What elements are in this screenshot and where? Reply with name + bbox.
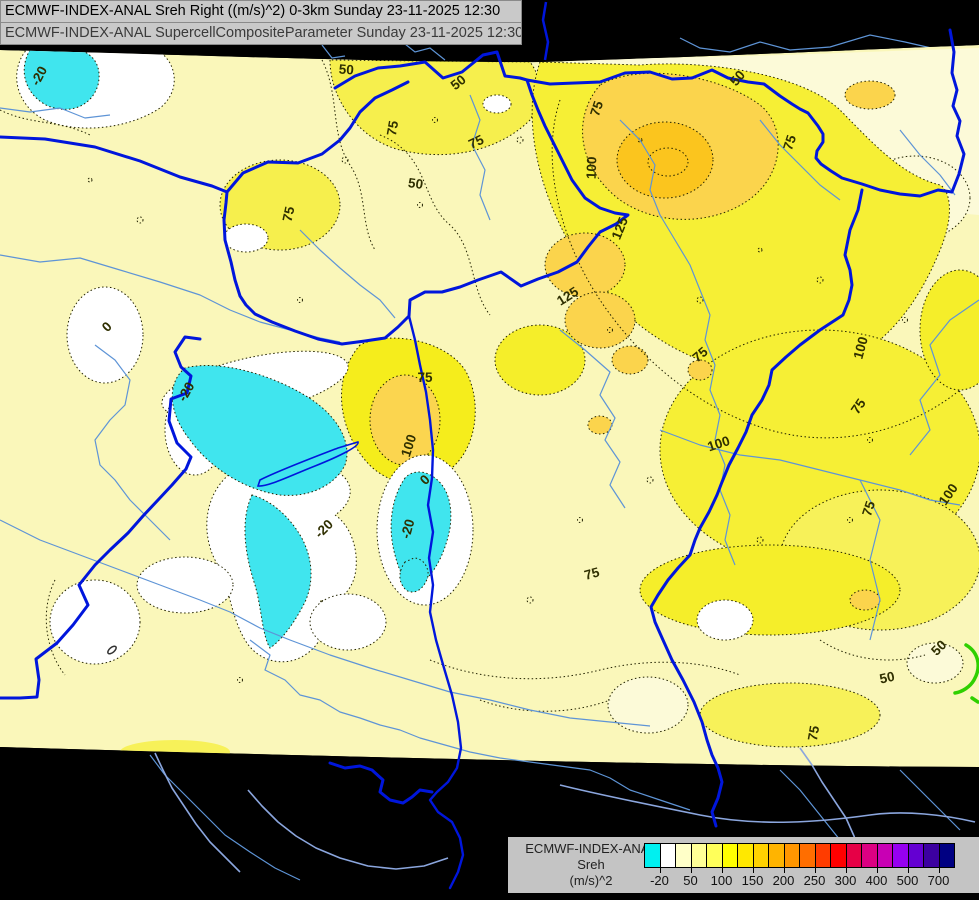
title-bar-primary: ECMWF-INDEX-ANAL Sreh Right ((m/s)^2) 0-… <box>0 0 522 23</box>
scp-green-contour <box>953 643 979 704</box>
contour-label: 75 <box>859 499 878 518</box>
colorbar-tick-label: 400 <box>865 873 888 888</box>
colorbar-tick-label: -20 <box>650 873 669 888</box>
colorbar-tick-label: 200 <box>772 873 795 888</box>
legend-param: Sreh <box>577 857 605 872</box>
colorbar-cell <box>675 843 692 868</box>
contour-label: 75 <box>587 99 606 118</box>
lake-balaton-outline <box>256 441 359 487</box>
colorbar-cell <box>737 843 754 868</box>
colorbar-cell <box>907 843 924 868</box>
contour-label: 75 <box>280 205 298 223</box>
contour-label: 75 <box>466 132 486 152</box>
legend-text: ECMWF-INDEX-ANAL Sreh (m/s)^2 <box>516 841 666 889</box>
contour-label: 100 <box>584 156 600 179</box>
contour-label: 75 <box>583 564 602 583</box>
colorbar-tick-label: 500 <box>896 873 919 888</box>
colorbar-cell <box>644 843 661 868</box>
legend-title: ECMWF-INDEX-ANAL <box>525 841 657 856</box>
colorbar-cell <box>690 843 707 868</box>
title-bar-secondary: ECMWF-INDEX-ANAL SupercellCompositeParam… <box>0 22 522 45</box>
colorbar-cell <box>752 843 769 868</box>
colorbar-tick-label: 50 <box>683 873 698 888</box>
rivers-borders-thick <box>0 28 966 890</box>
contour-label: 75 <box>384 119 401 137</box>
colorbar-cell <box>830 843 847 868</box>
legend-box: ECMWF-INDEX-ANAL Sreh (m/s)^2 -20 50 100 15… <box>508 837 979 893</box>
colorbar-cell <box>814 843 831 868</box>
colorbar-tick <box>721 868 723 873</box>
colorbar-cell <box>768 843 785 868</box>
contour-label: 50 <box>878 669 896 687</box>
colorbar-tick <box>752 868 754 873</box>
colorbar-cell <box>861 843 878 868</box>
contour-label: 75 <box>780 133 799 152</box>
colorbar-tick <box>845 868 847 873</box>
colorbar-cell <box>845 843 862 868</box>
colorbar-tick <box>814 868 816 873</box>
legend-unit: (m/s)^2 <box>569 873 613 888</box>
colorbar-tick <box>690 868 692 873</box>
colorbar-cell <box>799 843 816 868</box>
contour-label: 75 <box>805 724 822 742</box>
colorbar-cell <box>876 843 893 868</box>
borders-bottom-band <box>154 747 976 873</box>
colorbar-cell <box>892 843 909 868</box>
colorbar-tick <box>907 868 909 873</box>
contour-label: 50 <box>727 68 748 89</box>
zero-contour-marker <box>107 645 117 655</box>
contour-label: 50 <box>407 175 424 192</box>
colorbar-tick-label: 250 <box>803 873 826 888</box>
colorbar-tick <box>659 868 661 873</box>
colorbar-cell <box>659 843 676 868</box>
contour-label: 50 <box>338 62 354 78</box>
legend-colorbar <box>644 843 955 868</box>
colorbar-cell <box>938 843 955 868</box>
colorbar-tick <box>783 868 785 873</box>
colorbar-tick <box>938 868 940 873</box>
colorbar-tick-label: 300 <box>834 873 857 888</box>
colorbar-tick <box>876 868 878 873</box>
colorbar-tick-label: 100 <box>710 873 733 888</box>
river-vah-top <box>541 1 550 61</box>
contour-label: 100 <box>398 433 419 459</box>
colorbar-cell <box>923 843 940 868</box>
colorbar-cell <box>721 843 738 868</box>
contour-label: 100 <box>850 335 870 361</box>
contour-label: -20 <box>398 517 418 540</box>
colorbar-cell <box>783 843 800 868</box>
contour-label: 50 <box>448 72 469 93</box>
contour-label: 100 <box>706 433 732 454</box>
terrain-fills <box>0 45 979 767</box>
contour-label: 75 <box>417 370 433 385</box>
colorbar-tick-label: 700 <box>927 873 950 888</box>
colorbar-cell <box>706 843 723 868</box>
colorbar-tick-label: 150 <box>741 873 764 888</box>
